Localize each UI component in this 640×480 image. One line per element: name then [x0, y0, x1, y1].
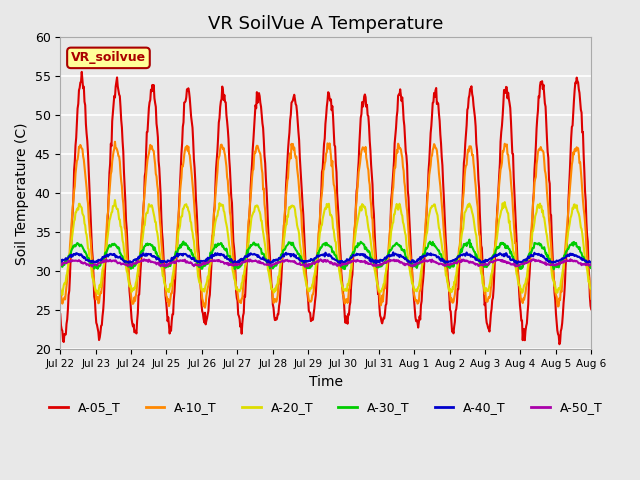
A-40_T [216, 252, 224, 258]
A-20_T [111, 197, 119, 203]
A-20_T [382, 270, 390, 276]
A-40_T [381, 255, 388, 261]
A-40_T [412, 260, 419, 265]
Y-axis label: Soil Temperature (C): Soil Temperature (C) [15, 122, 29, 264]
A-50_T [301, 264, 308, 269]
A-20_T [56, 286, 64, 291]
A-50_T [243, 258, 250, 264]
A-30_T [588, 262, 595, 267]
A-30_T [56, 262, 64, 268]
Text: VR_soilvue: VR_soilvue [71, 51, 146, 64]
A-10_T [588, 296, 595, 302]
A-05_T [217, 98, 225, 104]
A-10_T [382, 276, 390, 282]
A-10_T [244, 229, 252, 235]
A-40_T [588, 259, 595, 265]
A-30_T [550, 266, 557, 272]
A-50_T [216, 259, 224, 264]
A-30_T [216, 241, 224, 247]
A-20_T [120, 247, 128, 253]
A-05_T [411, 305, 419, 311]
A-30_T [465, 237, 473, 242]
A-50_T [411, 262, 419, 267]
A-05_T [588, 306, 595, 312]
A-50_T [381, 260, 388, 265]
Title: VR SoilVue A Temperature: VR SoilVue A Temperature [208, 15, 444, 33]
A-10_T [56, 294, 64, 300]
A-10_T [264, 245, 272, 251]
A-50_T [56, 262, 64, 268]
Line: A-20_T: A-20_T [60, 200, 591, 295]
Line: A-30_T: A-30_T [60, 240, 591, 269]
A-05_T [264, 202, 271, 208]
A-20_T [58, 292, 66, 298]
A-10_T [111, 139, 119, 144]
A-40_T [56, 259, 64, 264]
A-05_T [78, 69, 86, 75]
A-50_T [263, 262, 271, 267]
A-05_T [56, 312, 64, 317]
Line: A-05_T: A-05_T [60, 72, 591, 344]
A-20_T [218, 202, 225, 207]
A-20_T [412, 288, 419, 293]
A-10_T [218, 142, 225, 147]
A-30_T [243, 252, 250, 258]
A-50_T [588, 262, 595, 267]
A-20_T [244, 241, 252, 247]
A-40_T [243, 254, 250, 260]
A-40_T [389, 250, 397, 255]
A-30_T [119, 253, 127, 259]
A-50_T [119, 261, 127, 267]
A-40_T [263, 258, 271, 264]
A-05_T [120, 149, 127, 155]
A-40_T [119, 257, 127, 263]
A-05_T [556, 341, 563, 347]
X-axis label: Time: Time [308, 374, 343, 389]
A-50_T [529, 256, 537, 262]
A-10_T [120, 201, 127, 206]
Line: A-50_T: A-50_T [60, 259, 591, 266]
A-20_T [588, 286, 595, 292]
A-10_T [412, 298, 419, 303]
Legend: A-05_T, A-10_T, A-20_T, A-30_T, A-40_T, A-50_T: A-05_T, A-10_T, A-20_T, A-30_T, A-40_T, … [44, 396, 607, 419]
A-20_T [264, 267, 272, 273]
A-30_T [380, 259, 388, 265]
A-30_T [410, 263, 418, 269]
A-30_T [263, 259, 271, 264]
Line: A-10_T: A-10_T [60, 142, 591, 308]
A-05_T [243, 250, 251, 256]
A-10_T [201, 305, 209, 311]
A-05_T [381, 311, 388, 316]
A-40_T [340, 261, 348, 267]
Line: A-40_T: A-40_T [60, 252, 591, 264]
